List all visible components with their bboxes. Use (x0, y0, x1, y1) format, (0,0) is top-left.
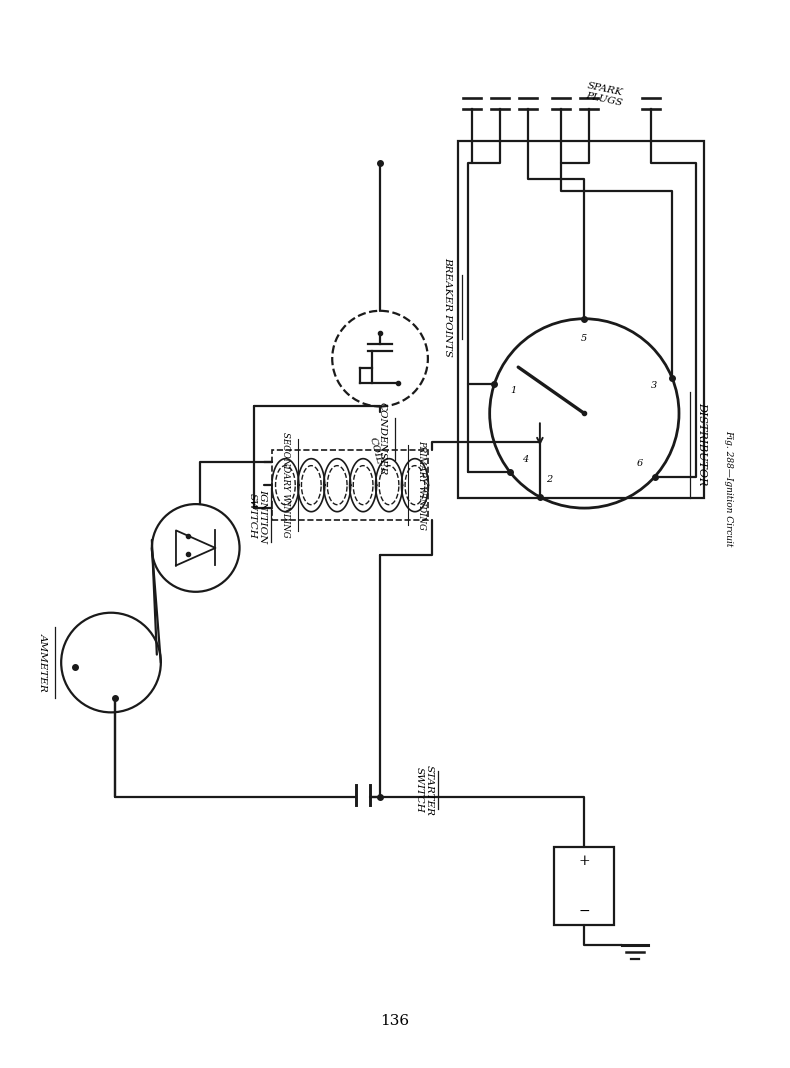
Text: CONDENSER: CONDENSER (378, 402, 386, 475)
Text: SPARK
PLUGS: SPARK PLUGS (585, 81, 625, 108)
Text: 6: 6 (637, 459, 643, 468)
Bar (457, 141, 704, 498)
Text: 136: 136 (381, 1015, 409, 1028)
Text: DISTRIBUTOR: DISTRIBUTOR (697, 402, 707, 485)
Text: STARTER
SWITCH: STARTER SWITCH (415, 765, 433, 816)
Bar (273, 451, 428, 520)
Text: 4: 4 (522, 455, 529, 464)
Text: +: + (578, 853, 590, 868)
Text: IGNITION
SWITCH: IGNITION SWITCH (248, 489, 267, 544)
Text: 5: 5 (581, 334, 588, 343)
Text: −: − (578, 904, 590, 917)
Text: 1: 1 (510, 386, 517, 395)
Text: AMMETER: AMMETER (39, 633, 47, 692)
Text: SECONDARY WINDING: SECONDARY WINDING (281, 433, 290, 538)
Text: 3: 3 (650, 381, 656, 390)
Text: Fig. 288—Ignition Circuit: Fig. 288—Ignition Circuit (724, 430, 733, 547)
Text: PRIMARY WINDING: PRIMARY WINDING (417, 440, 427, 530)
Bar (555, 847, 615, 925)
Text: 2: 2 (546, 475, 552, 484)
Text: COIL: COIL (367, 436, 383, 465)
Text: BREAKER POINTS: BREAKER POINTS (443, 257, 453, 357)
